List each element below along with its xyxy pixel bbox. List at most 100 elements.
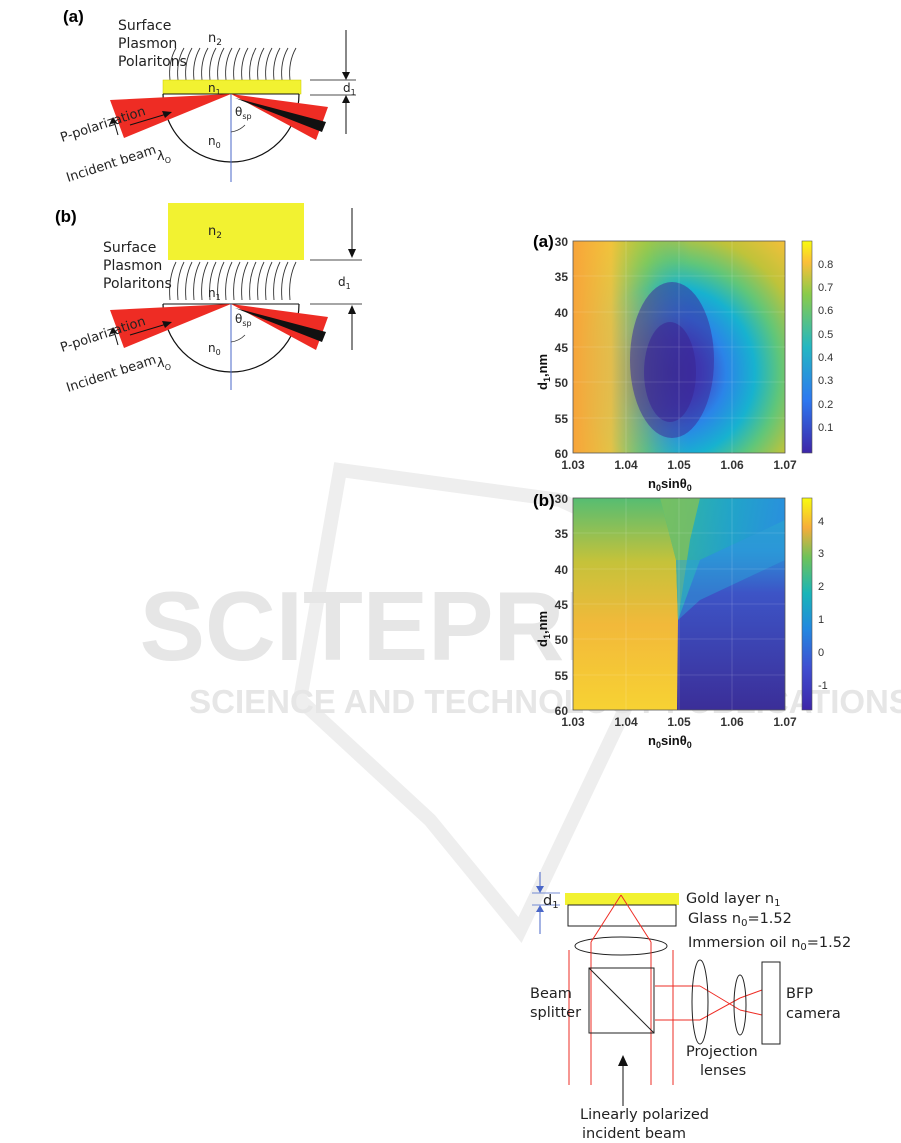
spp-label-b1: Surface xyxy=(103,240,156,256)
theta-label: θsp xyxy=(235,105,252,121)
x-tick: 1.05 xyxy=(667,458,691,472)
incident-label-1: Linearly polarized xyxy=(580,1107,709,1123)
y-tick: 60 xyxy=(555,704,569,718)
beam-splitter xyxy=(588,967,655,1034)
theta-label-b: θsp xyxy=(235,312,252,328)
heatmap-a-xlabel: n0sinθ0 xyxy=(648,476,692,493)
projection-label-1: Projection xyxy=(686,1044,758,1060)
optical-setup: d1 Gold layer n1 Glass n0=1.52 Immersion… xyxy=(530,872,851,1142)
projection-lens-1 xyxy=(691,959,709,1045)
cb-tick: 2 xyxy=(818,581,824,593)
heatmap-b-xlabel: n0sinθ0 xyxy=(648,733,692,750)
heatmap-a: (a) 30 35 40 45 50 55 60 1.03 1.04 1.05 … xyxy=(533,232,833,493)
projection-lens-2 xyxy=(733,974,747,1036)
incident-label-2: incident beam xyxy=(582,1126,686,1142)
y-tick: 45 xyxy=(555,598,569,612)
spp-label-3: Polaritons xyxy=(118,54,187,70)
gold-film xyxy=(162,79,302,95)
heatmap-a-ylabel: d1,nm xyxy=(535,354,552,390)
dark-line xyxy=(235,98,326,132)
n0-label: n0 xyxy=(208,134,221,150)
n1-label: n1 xyxy=(208,81,221,97)
y-tick: 40 xyxy=(555,563,569,577)
diagram-b: (b) n2 Surface Plasmon Polaritons n1 n0 … xyxy=(55,203,362,396)
y-tick: 35 xyxy=(555,527,569,541)
y-tick: 45 xyxy=(555,341,569,355)
gold-label: Gold layer n1 xyxy=(686,891,781,909)
lambda-label: λO xyxy=(157,149,171,165)
cb-tick: 3 xyxy=(818,548,824,560)
x-tick: 1.06 xyxy=(720,458,744,472)
spp-label-1: Surface xyxy=(118,18,171,34)
y-tick: 50 xyxy=(555,633,569,647)
cb-tick: 0.1 xyxy=(818,422,833,434)
n1-label-b: n1 xyxy=(208,286,221,302)
x-tick: 1.04 xyxy=(614,458,638,472)
cb-tick: 0.2 xyxy=(818,399,833,411)
watermark: SCITEPRESS SCIENCE AND TECHNOLOGY PUBLIC… xyxy=(140,462,901,943)
heatmap-b-panel-label: (b) xyxy=(533,491,555,510)
y-tick: 55 xyxy=(555,412,569,426)
n2-label-b: n2 xyxy=(208,224,222,241)
incident-beam xyxy=(110,94,231,138)
d1-label-setup: d1 xyxy=(543,893,559,911)
x-tick: 1.07 xyxy=(773,715,797,729)
cb-tick: 0.5 xyxy=(818,329,833,341)
beam-splitter-label-2: splitter xyxy=(530,1005,581,1021)
oil-label: Immersion oil n0=1.52 xyxy=(688,935,851,953)
heatmap-b: (b) 30 35 40 45 50 55 60 1.03 1.04 1.05 … xyxy=(533,491,828,750)
heatmap-b-image xyxy=(572,497,786,711)
spp-label-b2: Plasmon xyxy=(103,258,162,274)
cb-tick: -1 xyxy=(818,680,828,692)
glass-label: Glass n0=1.52 xyxy=(688,911,792,929)
analyte-layer xyxy=(168,203,304,260)
heatmap-a-image xyxy=(572,240,786,454)
bfp-label-1: BFP xyxy=(786,986,813,1002)
spp-waves-b xyxy=(169,261,297,301)
colorbar-a xyxy=(801,240,813,454)
panel-label-a: (a) xyxy=(63,7,84,26)
incident-label-b: Incident beam xyxy=(65,353,158,396)
d1-label: d1 xyxy=(343,81,356,97)
x-tick: 1.06 xyxy=(720,715,744,729)
beam-paths xyxy=(568,894,763,1085)
y-tick: 40 xyxy=(555,306,569,320)
gold-layer xyxy=(565,893,679,905)
cb-tick: 0.7 xyxy=(818,282,833,294)
incident-label: Incident beam xyxy=(65,143,158,186)
diagram-a: (a) Surface Plasmon Polaritons n2 n1 n0 … xyxy=(59,7,356,186)
incident-beam-b xyxy=(110,304,231,348)
n2-label: n2 xyxy=(208,31,222,48)
bfp-camera xyxy=(761,961,781,1045)
cb-tick: 0.3 xyxy=(818,375,833,387)
y-tick: 30 xyxy=(555,235,569,249)
panel-label-b: (b) xyxy=(55,207,77,226)
spp-label-2: Plasmon xyxy=(118,36,177,52)
y-tick: 30 xyxy=(555,492,569,506)
x-tick: 1.04 xyxy=(614,715,638,729)
d1-label-b: d1 xyxy=(338,275,351,291)
projection-label-2: lenses xyxy=(700,1063,746,1079)
y-tick: 60 xyxy=(555,447,569,461)
colorbar-b xyxy=(801,497,813,711)
cb-tick: 0.8 xyxy=(818,259,833,271)
beam-splitter-label-1: Beam xyxy=(530,986,572,1002)
cb-tick: 4 xyxy=(818,516,824,528)
lambda-label-b: λO xyxy=(157,356,171,372)
spp-waves xyxy=(169,47,297,81)
x-tick: 1.03 xyxy=(561,458,585,472)
n0-label-b: n0 xyxy=(208,341,221,357)
heatmap-b-ylabel: d1,nm xyxy=(535,611,552,647)
cb-tick: 1 xyxy=(818,614,824,626)
glass-slide xyxy=(567,904,677,927)
bfp-label-2: camera xyxy=(786,1006,841,1022)
cb-tick: 0.4 xyxy=(818,352,833,364)
y-tick: 50 xyxy=(555,376,569,390)
y-tick: 55 xyxy=(555,669,569,683)
cb-tick: 0 xyxy=(818,647,824,659)
x-tick: 1.03 xyxy=(561,715,585,729)
y-tick: 35 xyxy=(555,270,569,284)
cb-tick: 0.6 xyxy=(818,305,833,317)
x-tick: 1.05 xyxy=(667,715,691,729)
